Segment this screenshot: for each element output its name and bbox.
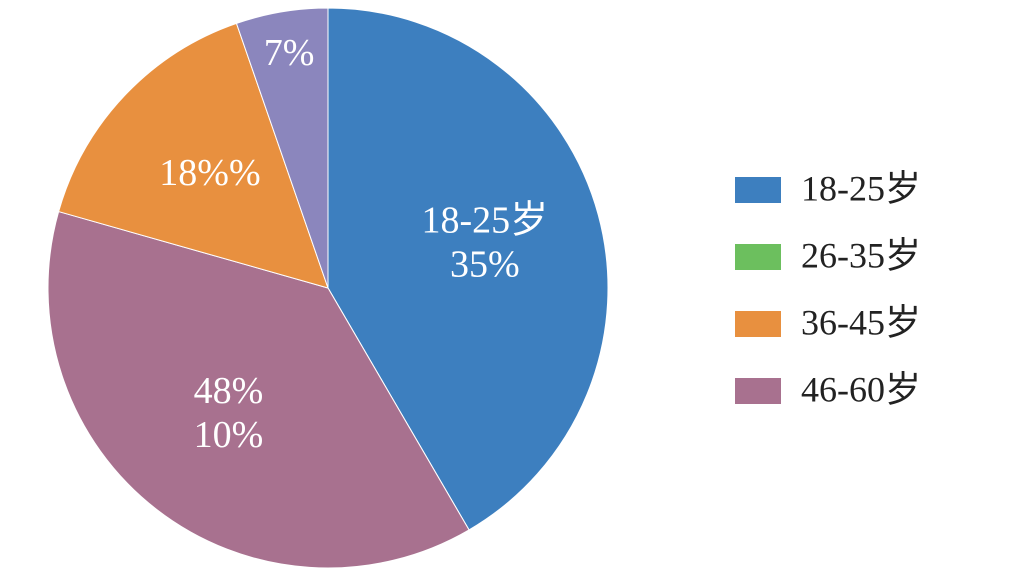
slice-label: 7% [264, 32, 315, 74]
legend-label: 18-25岁 [801, 168, 921, 208]
pie-slice [327, 7, 609, 531]
slice-label: 35% [450, 243, 520, 285]
legend-swatch [735, 177, 781, 203]
legend-swatch [735, 244, 781, 270]
legend-label: 36-45岁 [801, 302, 921, 342]
legend-swatch [735, 378, 781, 404]
slice-label: 18%% [159, 152, 260, 194]
pie-slice [235, 7, 329, 289]
legend-swatch [735, 311, 781, 337]
slice-label: 18-25岁 [421, 199, 548, 241]
legend-label: 26-35岁 [801, 235, 921, 275]
legend: 18-25岁 26-35岁 36-45岁 46-60岁 [735, 168, 921, 409]
pie-slice [58, 22, 329, 289]
legend-label: 46-60岁 [801, 369, 921, 409]
slice-label: 10% [194, 414, 264, 456]
pie-slice [47, 210, 470, 569]
pie [47, 7, 609, 569]
slice-label: 48% [194, 370, 264, 412]
